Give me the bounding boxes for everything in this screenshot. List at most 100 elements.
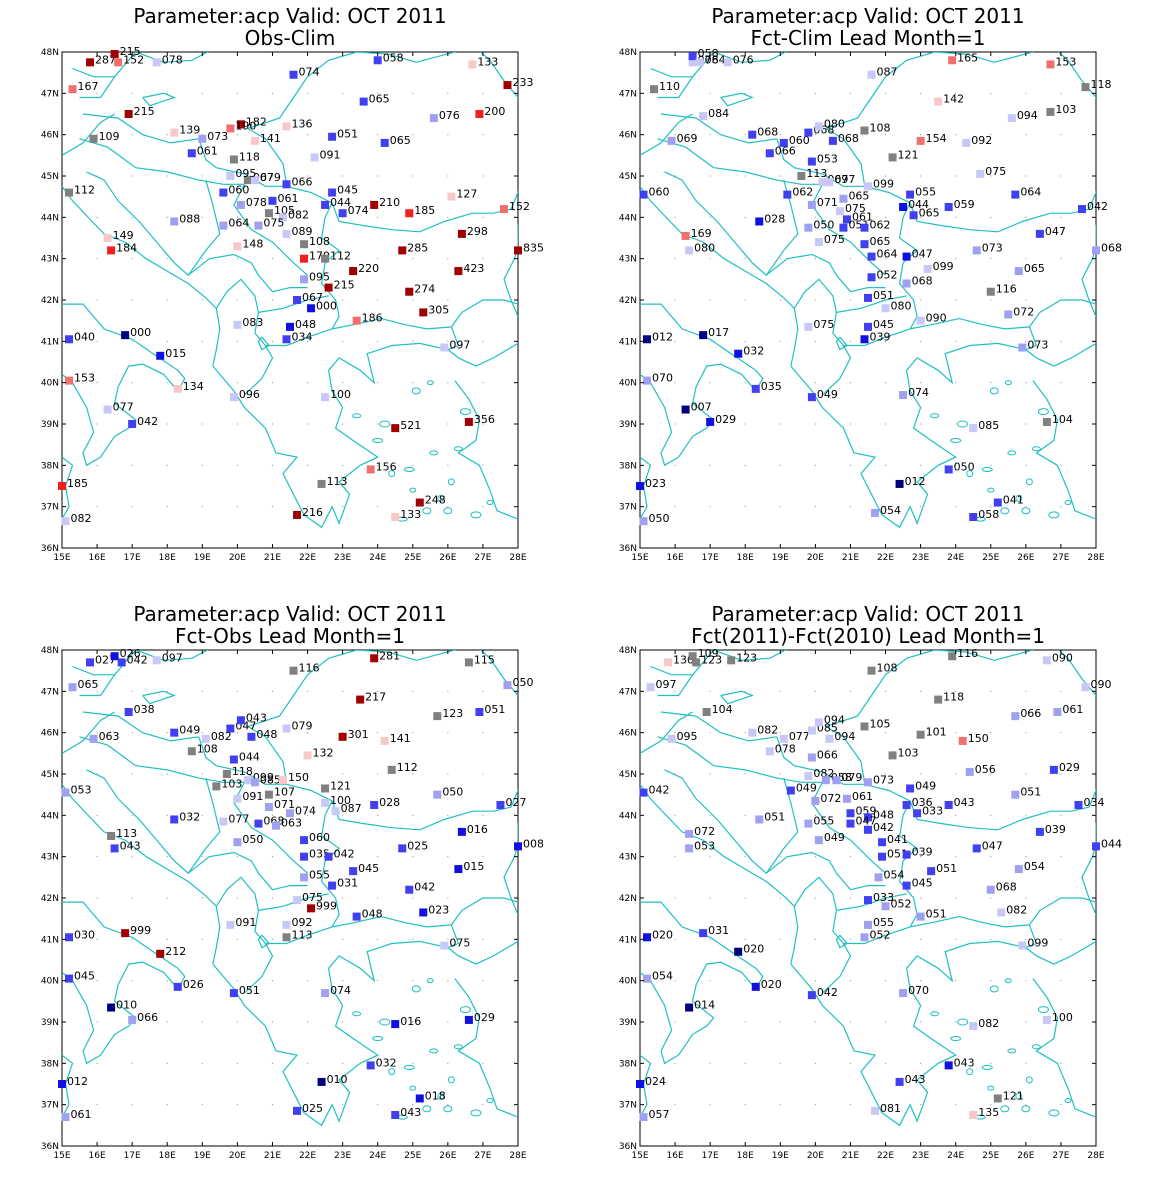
station-marker	[226, 172, 235, 180]
station-value-label: 215	[120, 45, 141, 58]
station-marker	[1081, 683, 1090, 692]
lon-tick-label: 22E	[877, 553, 894, 563]
lat-tick-label: 38N	[619, 461, 637, 471]
station-marker	[986, 287, 995, 296]
station-marker	[881, 304, 890, 313]
lat-tick-label: 43N	[619, 853, 637, 863]
station-marker	[1011, 712, 1020, 721]
station-marker	[874, 873, 883, 882]
station-value-label: 087	[877, 66, 898, 79]
station-value-label: 061	[277, 192, 298, 205]
station-value-label: 215	[334, 279, 355, 292]
station-marker	[748, 130, 757, 139]
lat-tick-label: 36N	[41, 544, 59, 554]
station-value-label: 091	[320, 148, 341, 161]
station-marker	[860, 126, 869, 135]
station-marker	[702, 708, 711, 716]
station-value-label: 118	[1090, 78, 1111, 91]
station-value-label: 123	[701, 653, 722, 666]
station-marker	[117, 658, 126, 667]
station-value-label: 090	[926, 312, 947, 325]
station-marker	[723, 58, 732, 67]
station-marker	[807, 157, 816, 166]
station-marker	[468, 60, 477, 69]
station-marker	[765, 149, 774, 158]
station-value-label: 121	[898, 148, 919, 161]
station-value-label: 061	[852, 790, 873, 803]
station-marker	[864, 920, 872, 929]
station-marker	[128, 1015, 137, 1024]
station-marker	[1092, 842, 1100, 851]
station-marker	[811, 796, 820, 805]
station-value-label: 071	[274, 798, 295, 811]
station-marker	[338, 209, 347, 218]
station-value-label: 072	[694, 825, 715, 838]
station-value-label: 077	[789, 730, 810, 743]
map-panel-fct-diff: Parameter:acp Valid: OCT 2011 Fct(2011)-…	[578, 598, 1160, 1200]
station-value-label: 065	[919, 206, 940, 219]
station-marker	[282, 229, 291, 238]
station-marker	[779, 138, 788, 147]
lon-tick-label: 22E	[877, 1151, 894, 1161]
station-value-label: 043	[120, 839, 141, 852]
station-marker	[268, 196, 277, 205]
station-marker	[454, 267, 463, 276]
station-marker	[807, 393, 816, 402]
station-value-label: 020	[761, 978, 782, 991]
map-panel-fct-obs: Parameter:acp Valid: OCT 2011 Fct-Obs Le…	[0, 598, 580, 1200]
station-marker	[846, 819, 855, 828]
station-marker	[65, 335, 74, 344]
lat-tick-label: 40N	[41, 977, 59, 987]
station-marker	[173, 982, 182, 991]
station-value-label: 103	[1055, 103, 1076, 116]
station-marker	[972, 246, 981, 255]
station-value-label: 042	[334, 848, 355, 861]
station-value-label: 141	[260, 132, 281, 145]
lat-tick-label: 43N	[619, 255, 637, 265]
lon-tick-label: 17E	[702, 1151, 719, 1161]
station-value-label: 094	[824, 713, 845, 726]
coastlines	[62, 52, 518, 529]
station-value-label: 108	[197, 742, 218, 755]
station-value-label: 064	[1020, 186, 1041, 199]
station-value-label: 050	[813, 219, 834, 232]
station-marker	[1014, 267, 1023, 276]
station-marker	[229, 755, 238, 764]
station-marker	[962, 138, 971, 147]
station-value-label: 080	[891, 299, 912, 312]
station-marker	[349, 867, 358, 876]
station-marker	[328, 132, 337, 141]
station-value-label: 043	[954, 796, 975, 809]
station-marker	[307, 304, 316, 313]
station-marker	[514, 246, 522, 255]
station-marker	[324, 852, 333, 861]
station-value-label: 076	[439, 109, 460, 122]
station-value-label: 060	[789, 134, 810, 147]
lat-tick-label: 46N	[619, 729, 637, 739]
station-value-label: 118	[943, 691, 964, 704]
station-marker	[814, 836, 823, 845]
station-marker	[110, 50, 119, 59]
lon-tick-label: 19E	[772, 1151, 789, 1161]
station-value-label: 070	[908, 984, 929, 997]
station-value-label: 100	[1052, 1011, 1073, 1024]
station-value-label: 136	[291, 117, 312, 130]
station-marker	[300, 852, 309, 861]
station-marker	[170, 815, 179, 824]
station-marker	[121, 331, 130, 340]
lat-tick-label: 46N	[41, 729, 59, 739]
station-marker	[187, 747, 196, 756]
station-marker	[888, 153, 897, 162]
panel-title-line1: Parameter:acp Valid: OCT 2011	[133, 602, 447, 626]
station-marker	[89, 734, 98, 743]
station-marker	[916, 316, 925, 325]
station-value-label: 092	[971, 134, 992, 147]
lat-tick-label: 41N	[619, 935, 637, 945]
station-marker	[786, 786, 795, 795]
station-value-label: 073	[1027, 339, 1048, 352]
lon-tick-label: 18E	[737, 1151, 754, 1161]
station-value-label: 041	[1003, 494, 1024, 507]
station-marker	[685, 844, 694, 853]
station-value-label: 156	[376, 460, 397, 473]
station-marker	[282, 920, 291, 929]
